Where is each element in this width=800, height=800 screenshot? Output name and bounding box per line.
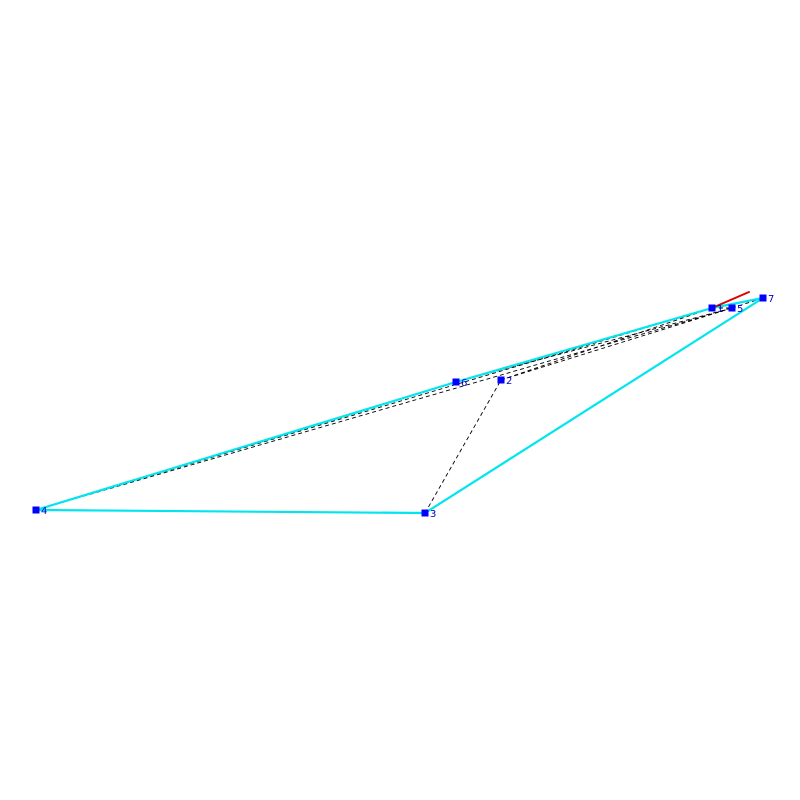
hull-edge-n1-n7 [710,296,765,310]
node-7: 7 [759,294,774,305]
dashed-edge-n3-n2 [424,379,502,514]
node-label: 6 [461,378,467,389]
node-marker [497,376,505,384]
node-6: 6 [452,378,467,389]
node-5: 5 [728,304,743,315]
node-label: 5 [737,304,743,315]
node-marker [32,506,40,514]
node-label: 2 [506,376,512,387]
dashed-edge-n4-n1 [35,307,713,511]
node-4: 4 [32,506,47,517]
hull-edge-n4-n6 [34,380,458,512]
node-label: 4 [41,506,47,517]
hull-edge-n3-n4 [34,508,427,515]
highlight-edge-layer [711,291,750,309]
highlight-edge-n1-n7 [711,291,750,309]
node-marker [708,304,716,312]
node-marker [728,304,736,312]
node-marker [421,509,429,517]
node-label: 1 [717,304,723,315]
hull-edge-n7-n3 [423,296,765,515]
hull-edge-layer [34,296,765,515]
node-2: 2 [497,376,512,387]
dashed-edge-layer [35,297,764,514]
node-1: 1 [708,304,723,315]
hull-edge-n6-n1 [454,306,714,384]
dashed-edge-n5-n7 [731,297,764,309]
node-label: 7 [768,294,774,305]
node-label: 3 [430,509,436,520]
dashed-edge-n6-n5 [455,307,733,383]
dashed-edge-n4-n5 [35,307,733,511]
node-layer: 1 2 3 4 5 6 7 [32,294,774,520]
dashed-edge-n2-n5 [500,307,733,381]
node-marker [452,378,460,386]
node-3: 3 [421,509,436,520]
node-marker [759,294,767,302]
dashed-edge-n2-n1 [500,307,713,381]
